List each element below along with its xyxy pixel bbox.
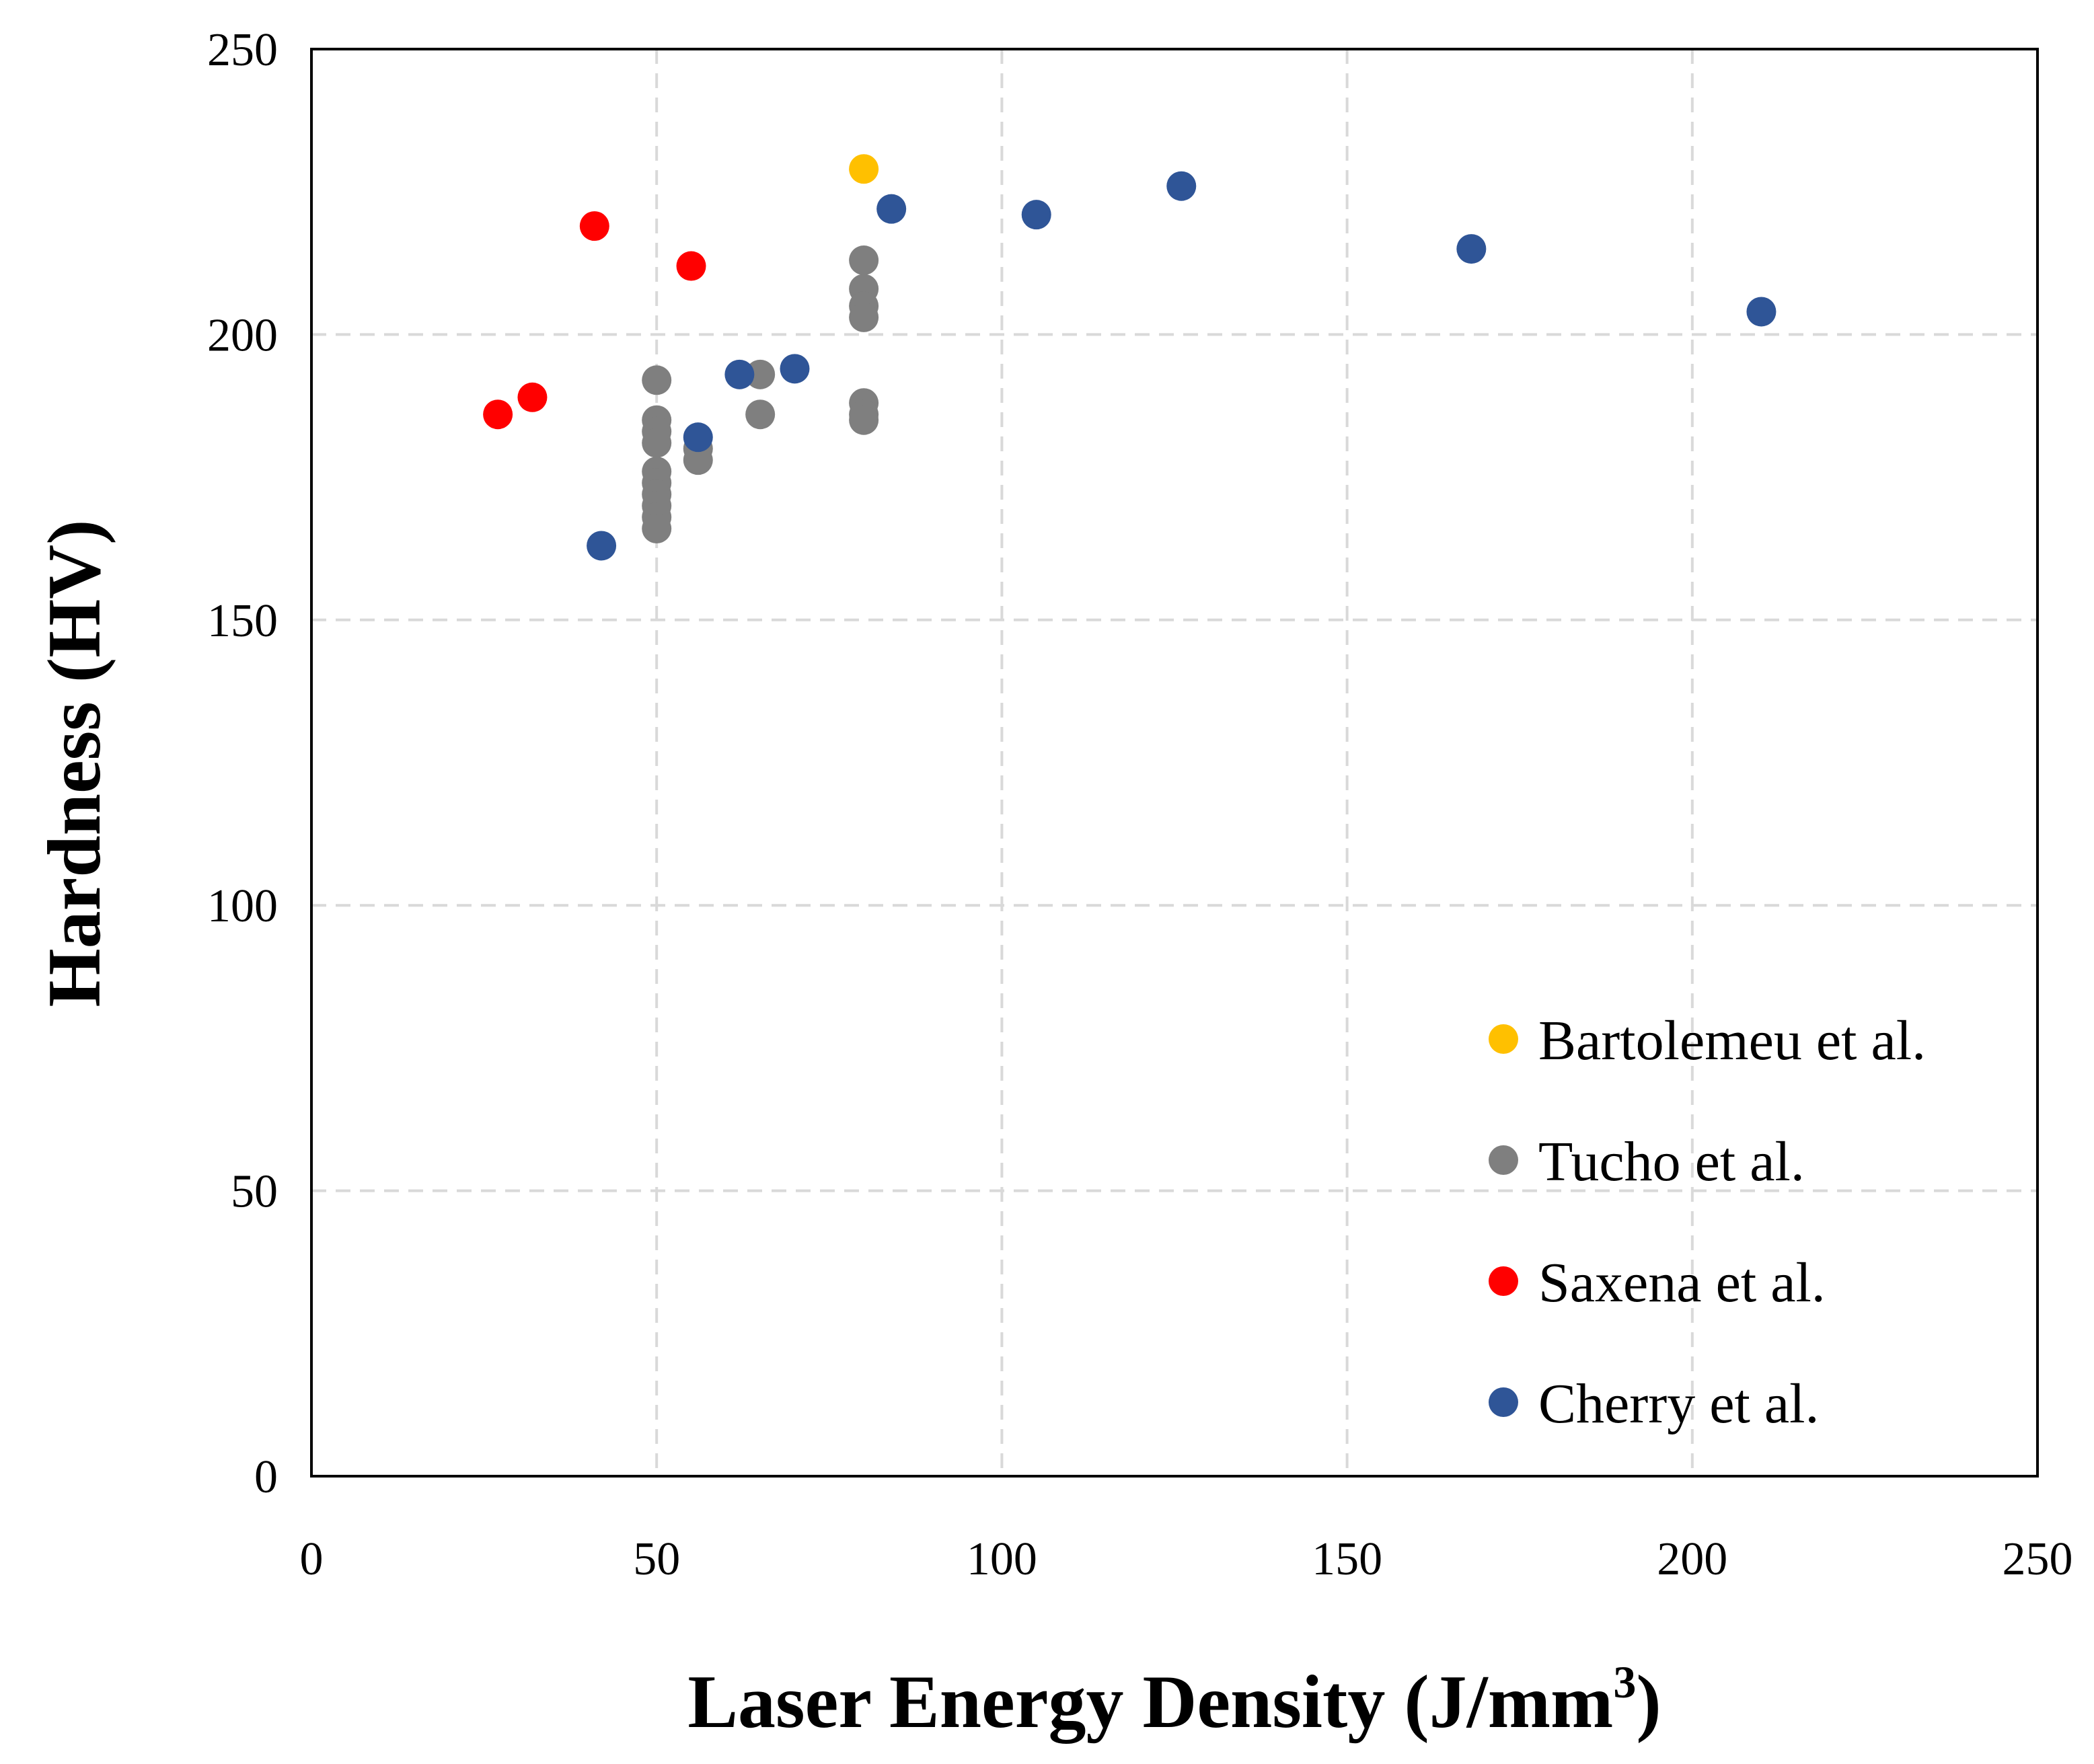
point-saxena [517, 382, 548, 412]
legend-label-tucho: Tucho et al. [1538, 1130, 1805, 1193]
legend-marker-bartolemeu [1489, 1024, 1518, 1054]
point-tucho [849, 245, 879, 276]
point-cherry [587, 531, 617, 561]
x-tick-label: 250 [2003, 1533, 2073, 1585]
point-tucho [745, 359, 776, 389]
legend-label-cherry: Cherry et al. [1538, 1373, 1820, 1435]
legend-marker-tucho [1489, 1145, 1518, 1175]
x-axis-title-suffix: ) [1636, 1660, 1661, 1744]
x-tick-label: 200 [1657, 1533, 1727, 1585]
y-tick-label: 100 [207, 880, 278, 932]
point-cherry [780, 354, 810, 384]
y-tick-label: 0 [254, 1451, 278, 1503]
grid-lines [311, 49, 2037, 1476]
point-bartolemeu [849, 154, 879, 184]
y-axis-title: Hardness (HV) [33, 520, 116, 1007]
point-tucho [642, 365, 672, 395]
x-tick-label: 50 [633, 1533, 680, 1585]
point-tucho [642, 513, 672, 543]
x-axis-title-main: Laser Energy Density (J/mm [687, 1660, 1613, 1744]
point-tucho [745, 399, 776, 430]
point-tucho [642, 428, 672, 458]
x-tick-label: 0 [300, 1533, 324, 1585]
x-tick-label: 150 [1312, 1533, 1382, 1585]
legend-label-bartolemeu: Bartolemeu et al. [1538, 1009, 1926, 1072]
legend-label-saxena: Saxena et al. [1538, 1252, 1826, 1314]
point-tucho [849, 302, 879, 332]
y-tick-label: 250 [207, 24, 278, 76]
plot-frame [310, 48, 2039, 1478]
point-cherry [724, 359, 755, 389]
point-cherry [1021, 200, 1051, 230]
point-cherry [1456, 234, 1487, 264]
legend-marker-saxena [1489, 1266, 1518, 1296]
point-tucho [849, 405, 879, 435]
point-cherry [683, 422, 713, 453]
point-saxena [579, 211, 609, 241]
x-axis-ticks: 0 50 100 150 200 250 [300, 1533, 2073, 1585]
point-cherry [1166, 171, 1197, 201]
x-axis-title: Laser Energy Density (J/mm3) [687, 1656, 1661, 1744]
point-cherry [876, 194, 907, 224]
point-tucho [683, 445, 713, 475]
y-tick-label: 50 [231, 1166, 278, 1218]
point-cherry [1746, 297, 1777, 327]
data-points [483, 154, 1777, 561]
legend: Bartolemeu et al. Tucho et al. Saxena et a… [1489, 1009, 1926, 1435]
x-tick-label: 100 [967, 1533, 1037, 1585]
point-saxena [483, 399, 513, 430]
x-axis-title-superscript: 3 [1613, 1656, 1636, 1708]
y-axis-ticks: 0 50 100 150 200 250 [207, 24, 278, 1503]
y-tick-label: 200 [207, 309, 278, 361]
point-saxena [676, 251, 706, 281]
legend-marker-cherry [1489, 1387, 1518, 1417]
y-tick-label: 150 [207, 595, 278, 647]
